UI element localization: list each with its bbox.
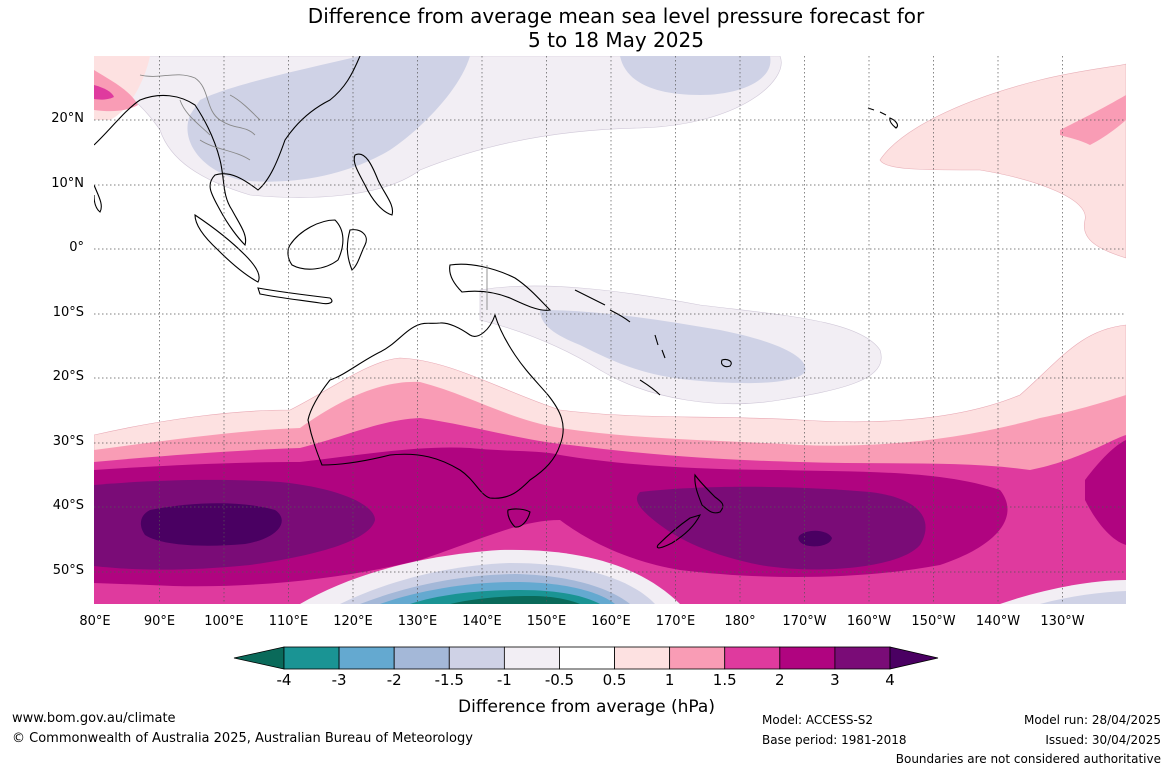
latitude-label: 20°S xyxy=(52,369,84,384)
sumatra-coast xyxy=(194,213,260,283)
java-coast xyxy=(257,287,333,305)
colorbar-swatch xyxy=(448,646,505,670)
colorbar-tick-label: 1.5 xyxy=(712,671,737,689)
vanuatu xyxy=(654,334,666,359)
contour-neg-4-south xyxy=(450,596,580,604)
colorbar-tick-label: 1 xyxy=(664,671,675,689)
title-line-2: 5 to 18 May 2025 xyxy=(528,28,704,52)
new-zealand-south xyxy=(656,514,702,549)
colorbar-tick-label: -4 xyxy=(276,671,292,689)
contour-pos-4-east xyxy=(798,530,832,547)
asia-borders xyxy=(139,74,261,161)
longitude-label: 150°W xyxy=(911,614,956,629)
longitude-label: 170°E xyxy=(655,614,696,629)
latitude-label: 10°S xyxy=(52,305,84,320)
latitude-label: 50°S xyxy=(52,563,84,578)
latitude-label: 0° xyxy=(69,240,84,255)
contour-pos-4-west xyxy=(140,503,282,546)
contour-neg-1-pacific xyxy=(540,310,806,384)
colorbar-extend-low xyxy=(233,646,285,670)
borneo-coast xyxy=(287,219,344,270)
contour-neg-1-ne xyxy=(620,56,771,95)
tasmania-coast xyxy=(507,508,531,528)
longitude-label: 140°W xyxy=(975,614,1021,629)
colorbar-tick-label: 2 xyxy=(775,671,785,689)
new-caledonia xyxy=(639,379,661,396)
map-field xyxy=(94,56,1126,604)
india-coast xyxy=(94,184,102,213)
new-guinea-coast xyxy=(449,263,552,311)
footer-url[interactable]: www.bom.gov.au/climate xyxy=(12,711,176,726)
colorbar-swatch xyxy=(724,646,781,670)
colorbar-swatch xyxy=(614,646,671,670)
colorbar-extend-high xyxy=(889,646,939,670)
colorbar-swatch xyxy=(669,646,726,670)
colorbar-tick-label: 3 xyxy=(830,671,840,689)
colorbar-tick-label: -3 xyxy=(331,671,347,689)
longitude-label: 90°E xyxy=(143,614,176,629)
colorbar-tick-label: -1.5 xyxy=(434,671,464,689)
colorbar xyxy=(233,646,939,670)
longitude-label: 80°E xyxy=(79,614,111,629)
australia-coast xyxy=(307,313,564,499)
footer-issued: Issued: 30/04/2025 xyxy=(1045,733,1161,747)
chart-title: Difference from average mean sea level p… xyxy=(0,4,1173,52)
fiji-islands xyxy=(721,358,732,368)
longitude-label: 130°W xyxy=(1040,614,1085,629)
footer-model-run: Model run: 28/04/2025 xyxy=(1023,713,1161,727)
footer-base-period: Base period: 1981-2018 xyxy=(762,733,907,747)
longitude-label: 160°W xyxy=(846,614,892,629)
contour-neg-1-north xyxy=(187,56,470,182)
coastlines xyxy=(94,56,898,549)
colorbar-label: Difference from average (hPa) xyxy=(458,697,715,717)
latitude-label: 20°N xyxy=(51,111,84,126)
graticule xyxy=(94,56,1126,604)
footer-model: Model: ACCESS-S2 xyxy=(762,713,874,727)
longitude-label: 110°E xyxy=(268,614,309,629)
colorbar-tick-label: -1 xyxy=(496,671,512,689)
contour-pos-2-far-east xyxy=(1085,440,1126,545)
colorbar-swatch xyxy=(834,646,891,670)
new-zealand-north xyxy=(694,473,724,514)
longitude-label: 140°E xyxy=(462,614,502,629)
longitude-label: 100°E xyxy=(204,614,244,629)
country-borders xyxy=(139,74,488,310)
colorbar-swatch xyxy=(779,646,836,670)
longitude-label: 150°E xyxy=(526,614,567,629)
solomon-islands xyxy=(574,289,631,323)
longitude-label: 160°E xyxy=(591,614,631,629)
latitude-label: 10°N xyxy=(51,176,84,191)
contour-neg-1-se xyxy=(1040,591,1126,604)
colorbar-swatch xyxy=(503,646,560,670)
footer-copyright: © Commonwealth of Australia 2025, Austra… xyxy=(12,731,473,746)
mainland-asia-coast xyxy=(94,56,361,247)
sulawesi-coast xyxy=(346,229,367,271)
contour-pos-05-ne xyxy=(879,63,1126,259)
colorbar-tick-label: -2 xyxy=(386,671,402,689)
longitude-label: 180° xyxy=(724,614,756,629)
latitude-label: 40°S xyxy=(52,498,84,513)
colorbar-swatch xyxy=(338,646,395,670)
philippines-coast xyxy=(353,153,394,216)
contour-pos-1-ne xyxy=(1060,95,1126,145)
longitude-label: 120°E xyxy=(333,614,373,629)
longitude-label: 130°E xyxy=(397,614,438,629)
contour-pos-15-nw xyxy=(94,85,114,100)
colorbar-tick-label: 0.5 xyxy=(602,671,627,689)
colorbar-tick-label: -0.5 xyxy=(544,671,575,689)
contour-pos-1-nw xyxy=(94,70,138,112)
longitude-label: 170°W xyxy=(782,614,827,629)
contour-pos-3-east xyxy=(636,486,926,570)
title-line-1: Difference from average mean sea level p… xyxy=(307,4,925,28)
colorbar-swatch xyxy=(283,646,340,670)
colorbar-swatch xyxy=(393,646,450,670)
footer-boundaries: Boundaries are not considered authoritat… xyxy=(895,752,1161,766)
colorbar-tick-label: 4 xyxy=(885,671,895,689)
colorbar-swatch xyxy=(559,646,615,670)
latitude-label: 30°S xyxy=(52,434,84,449)
